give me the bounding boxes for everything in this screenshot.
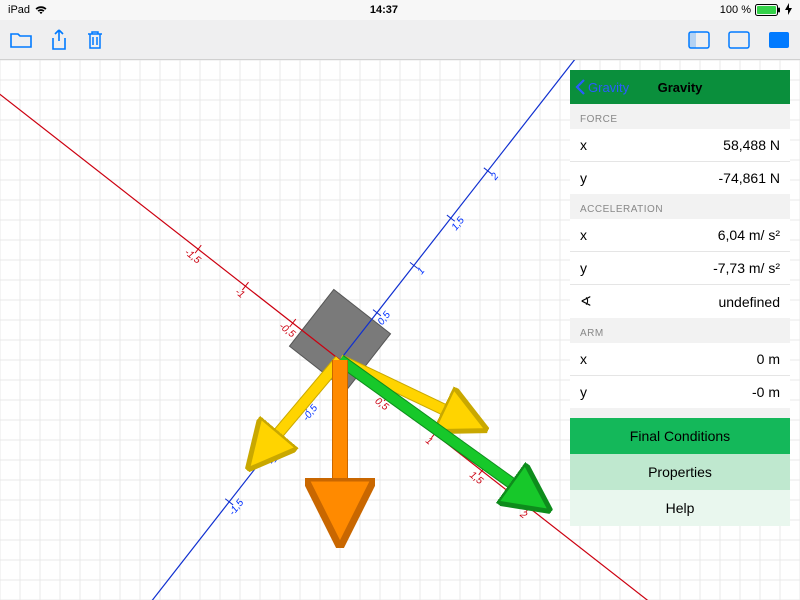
property-value: 6,04 m/ s² <box>718 227 780 243</box>
property-value: -74,861 N <box>719 170 780 186</box>
property-label: ∢ <box>580 293 592 310</box>
property-label: x <box>580 137 587 153</box>
back-label: Gravity <box>588 80 629 95</box>
property-value: -7,73 m/ s² <box>713 260 780 276</box>
property-row: y -7,73 m/ s² <box>570 252 790 285</box>
panel-blank-icon[interactable] <box>728 31 750 49</box>
property-row: y -0 m <box>570 376 790 408</box>
svg-text:1: 1 <box>423 435 434 447</box>
svg-text:2: 2 <box>489 171 502 183</box>
property-row: ∢ undefined <box>570 285 790 318</box>
property-value: 0 m <box>757 351 780 367</box>
battery-icon <box>755 4 781 16</box>
toolbar <box>0 20 800 60</box>
svg-text:-1: -1 <box>233 287 247 301</box>
panel-header: Gravity Gravity <box>570 70 790 104</box>
property-value: -0 m <box>752 384 780 400</box>
panel-left-icon[interactable] <box>688 31 710 49</box>
charging-icon <box>785 3 792 18</box>
battery-pct: 100 % <box>720 4 751 16</box>
svg-text:1: 1 <box>415 266 427 277</box>
property-label: x <box>580 227 587 243</box>
property-value: undefined <box>718 294 780 310</box>
svg-text:1,5: 1,5 <box>467 470 485 487</box>
help-button[interactable]: Help <box>570 490 790 526</box>
wifi-icon <box>34 5 48 15</box>
final-conditions-button[interactable]: Final Conditions <box>570 418 790 454</box>
properties-button[interactable]: Properties <box>570 454 790 490</box>
svg-text:-1: -1 <box>267 454 281 468</box>
property-label: y <box>580 170 587 186</box>
section-label: FORCE <box>570 104 790 129</box>
trash-icon[interactable] <box>86 30 104 50</box>
device-label: iPad <box>8 4 30 16</box>
back-button[interactable]: Gravity <box>570 78 629 96</box>
panel-right-icon[interactable] <box>768 31 790 49</box>
svg-text:2: 2 <box>517 509 529 522</box>
clock: 14:37 <box>370 4 398 16</box>
section-label: ARM <box>570 318 790 343</box>
properties-panel: Gravity Gravity FORCE x 58,488 N y -74,861 N… <box>570 70 790 526</box>
property-label: x <box>580 351 587 367</box>
property-label: y <box>580 260 587 276</box>
svg-text:1,5: 1,5 <box>450 215 467 233</box>
property-row: x 6,04 m/ s² <box>570 219 790 252</box>
section-label: ACCELERATION <box>570 194 790 219</box>
property-row: y -74,861 N <box>570 162 790 194</box>
property-label: y <box>580 384 587 400</box>
folder-icon[interactable] <box>10 31 32 49</box>
status-bar: iPad 14:37 100 % <box>0 0 800 20</box>
property-row: x 0 m <box>570 343 790 376</box>
property-value: 58,488 N <box>723 137 780 153</box>
share-icon[interactable] <box>50 29 68 51</box>
property-row: x 58,488 N <box>570 129 790 162</box>
